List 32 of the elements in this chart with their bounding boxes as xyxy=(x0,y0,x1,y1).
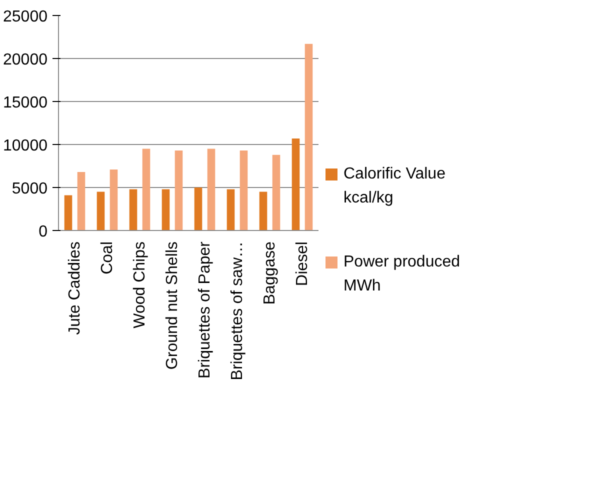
bar xyxy=(174,150,183,230)
y-tick-label: 5000 xyxy=(12,180,48,198)
bar xyxy=(259,192,268,230)
y-tick-label: 20000 xyxy=(3,52,48,68)
bar xyxy=(77,172,86,230)
y-tick-label: 10000 xyxy=(3,138,48,154)
y-tick-label: 25000 xyxy=(3,8,48,26)
x-tick-label: Briquettes of Paper xyxy=(196,240,214,378)
x-tick-label: Diesel xyxy=(294,241,311,286)
y-tick-label: 15000 xyxy=(3,94,48,112)
bar xyxy=(207,148,216,230)
bar xyxy=(240,150,248,230)
bar xyxy=(226,189,235,230)
x-tick-label: Briquettes of saw… xyxy=(228,241,246,380)
legend-label: Power produced MWh xyxy=(344,254,460,294)
bar xyxy=(292,138,300,230)
bar xyxy=(142,148,150,230)
x-tick-label: Coal xyxy=(98,242,116,274)
bar xyxy=(110,169,118,230)
y-tick-label: 0 xyxy=(38,224,48,240)
bar xyxy=(129,189,138,230)
bar xyxy=(304,44,313,230)
bar xyxy=(194,188,202,230)
bar xyxy=(96,192,105,230)
legend-label: Calorific Value kcal/kg xyxy=(344,166,446,206)
x-tick-label: Ground nut Shells xyxy=(164,242,181,370)
bar xyxy=(272,154,280,230)
x-tick-label: Baggase xyxy=(261,241,278,305)
bar xyxy=(64,195,72,230)
bar xyxy=(162,189,170,230)
x-tick-label: Jute Caddies xyxy=(66,242,84,335)
x-tick-label: Wood Chips xyxy=(131,242,148,328)
